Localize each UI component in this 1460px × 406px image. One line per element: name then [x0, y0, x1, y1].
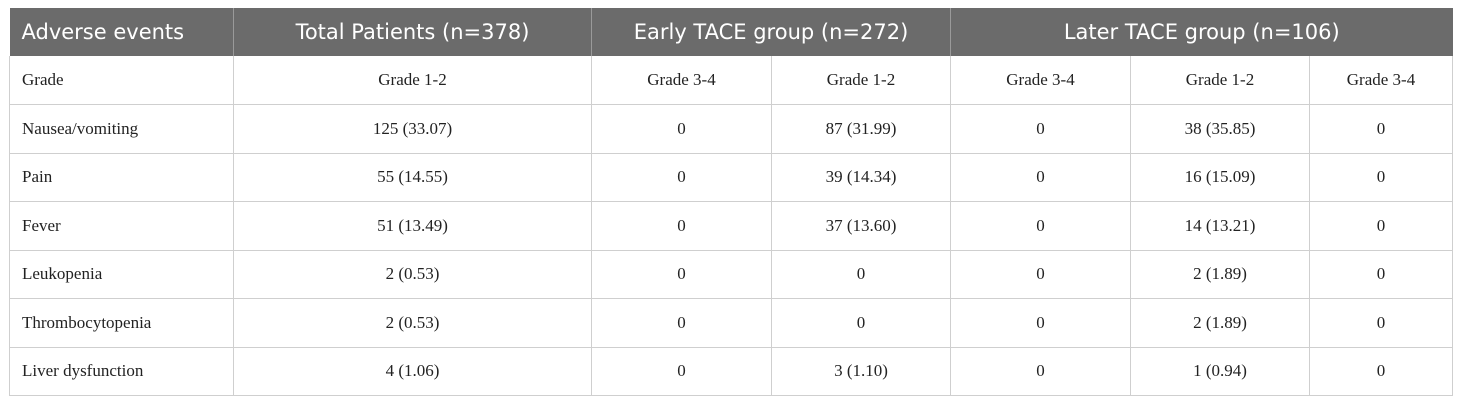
- adverse-events-table-container: Adverse events Total Patients (n=378) Ea…: [9, 8, 1453, 396]
- table-row: Thrombocytopenia 2 (0.53) 0 0 0 2 (1.89)…: [9, 298, 1453, 348]
- table-cell: 2 (1.89): [1130, 250, 1310, 299]
- table-cell: 0: [1309, 250, 1453, 299]
- table-cell: 51 (13.49): [233, 201, 592, 251]
- table-cell: 0: [591, 104, 772, 154]
- grade-cell: Grade 3-4: [1309, 56, 1453, 105]
- grade-cell: Grade 3-4: [950, 56, 1131, 105]
- event-name: Leukopenia: [9, 250, 234, 299]
- table-cell: 0: [591, 201, 772, 251]
- table-cell: 0: [591, 250, 772, 299]
- table-cell: 2 (0.53): [233, 250, 592, 299]
- header-later-tace: Later TACE group (n=106): [950, 8, 1453, 56]
- table-row: Fever 51 (13.49) 0 37 (13.60) 0 14 (13.2…: [9, 201, 1453, 251]
- table-row: Liver dysfunction 4 (1.06) 0 3 (1.10) 0 …: [9, 347, 1453, 396]
- table-cell: 2 (0.53): [233, 298, 592, 348]
- table-cell: 0: [950, 153, 1131, 202]
- table-body: Grade Grade 1-2 Grade 3-4 Grade 1-2 Grad…: [9, 56, 1453, 396]
- grade-cell: Grade 1-2: [1130, 56, 1310, 105]
- table-cell: 2 (1.89): [1130, 298, 1310, 348]
- table-cell: 87 (31.99): [771, 104, 951, 154]
- table-cell: 0: [591, 153, 772, 202]
- header-early-tace: Early TACE group (n=272): [591, 8, 951, 56]
- table-row: Pain 55 (14.55) 0 39 (14.34) 0 16 (15.09…: [9, 153, 1453, 202]
- table-cell: 0: [950, 250, 1131, 299]
- grade-cell: Grade 3-4: [591, 56, 772, 105]
- header-total-patients: Total Patients (n=378): [233, 8, 592, 56]
- table-cell: 0: [1309, 153, 1453, 202]
- table-cell: 37 (13.60): [771, 201, 951, 251]
- table-cell: 0: [771, 250, 951, 299]
- table-header: Adverse events Total Patients (n=378) Ea…: [9, 8, 1453, 56]
- table-cell: 1 (0.94): [1130, 347, 1310, 396]
- table-cell: 0: [950, 347, 1131, 396]
- table-cell: 0: [950, 298, 1131, 348]
- table-cell: 0: [950, 104, 1131, 154]
- table-cell: 125 (33.07): [233, 104, 592, 154]
- adverse-events-table: Adverse events Total Patients (n=378) Ea…: [9, 8, 1453, 396]
- event-name: Nausea/vomiting: [9, 104, 234, 154]
- event-name: Fever: [9, 201, 234, 251]
- table-cell: 3 (1.10): [771, 347, 951, 396]
- event-name: Liver dysfunction: [9, 347, 234, 396]
- table-cell: 0: [1309, 201, 1453, 251]
- grade-row: Grade Grade 1-2 Grade 3-4 Grade 1-2 Grad…: [9, 56, 1453, 105]
- table-cell: 0: [771, 298, 951, 348]
- table-cell: 55 (14.55): [233, 153, 592, 202]
- header-row: Adverse events Total Patients (n=378) Ea…: [9, 8, 1453, 56]
- event-name: Thrombocytopenia: [9, 298, 234, 348]
- table-row: Nausea/vomiting 125 (33.07) 0 87 (31.99)…: [9, 104, 1453, 154]
- table-cell: 0: [591, 298, 772, 348]
- table-cell: 4 (1.06): [233, 347, 592, 396]
- grade-cell: Grade 1-2: [233, 56, 592, 105]
- table-cell: 0: [591, 347, 772, 396]
- table-row: Leukopenia 2 (0.53) 0 0 0 2 (1.89) 0: [9, 250, 1453, 299]
- grade-label: Grade: [9, 56, 234, 105]
- table-cell: 14 (13.21): [1130, 201, 1310, 251]
- table-cell: 0: [1309, 347, 1453, 396]
- table-cell: 39 (14.34): [771, 153, 951, 202]
- table-cell: 0: [1309, 298, 1453, 348]
- table-cell: 0: [950, 201, 1131, 251]
- grade-cell: Grade 1-2: [771, 56, 951, 105]
- event-name: Pain: [9, 153, 234, 202]
- table-cell: 38 (35.85): [1130, 104, 1310, 154]
- table-cell: 16 (15.09): [1130, 153, 1310, 202]
- table-cell: 0: [1309, 104, 1453, 154]
- header-adverse-events: Adverse events: [21, 20, 185, 44]
